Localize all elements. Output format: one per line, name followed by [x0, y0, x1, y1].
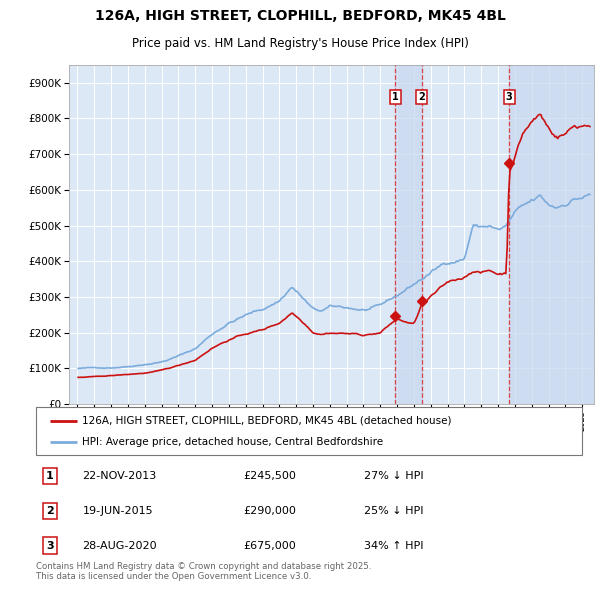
Text: 25% ↓ HPI: 25% ↓ HPI [364, 506, 423, 516]
Text: 34% ↑ HPI: 34% ↑ HPI [364, 540, 423, 550]
Text: £245,500: £245,500 [244, 471, 296, 481]
Text: 1: 1 [392, 92, 399, 102]
Text: Contains HM Land Registry data © Crown copyright and database right 2025.
This d: Contains HM Land Registry data © Crown c… [36, 562, 371, 581]
Text: £675,000: £675,000 [244, 540, 296, 550]
FancyBboxPatch shape [36, 407, 582, 455]
Text: 126A, HIGH STREET, CLOPHILL, BEDFORD, MK45 4BL (detached house): 126A, HIGH STREET, CLOPHILL, BEDFORD, MK… [82, 415, 452, 425]
Text: 1: 1 [46, 471, 53, 481]
Bar [509, 65, 594, 404]
Text: Price paid vs. HM Land Registry's House Price Index (HPI): Price paid vs. HM Land Registry's House … [131, 37, 469, 50]
Text: £290,000: £290,000 [244, 506, 296, 516]
Text: 28-AUG-2020: 28-AUG-2020 [82, 540, 157, 550]
Text: 19-JUN-2015: 19-JUN-2015 [82, 506, 153, 516]
Text: 126A, HIGH STREET, CLOPHILL, BEDFORD, MK45 4BL: 126A, HIGH STREET, CLOPHILL, BEDFORD, MK… [95, 9, 505, 23]
Text: 3: 3 [46, 540, 53, 550]
Text: HPI: Average price, detached house, Central Bedfordshire: HPI: Average price, detached house, Cent… [82, 437, 383, 447]
Text: 2: 2 [46, 506, 53, 516]
Text: 22-NOV-2013: 22-NOV-2013 [82, 471, 157, 481]
Text: 27% ↓ HPI: 27% ↓ HPI [364, 471, 423, 481]
Text: 3: 3 [506, 92, 512, 102]
Bar [395, 65, 422, 404]
Text: 2: 2 [418, 92, 425, 102]
